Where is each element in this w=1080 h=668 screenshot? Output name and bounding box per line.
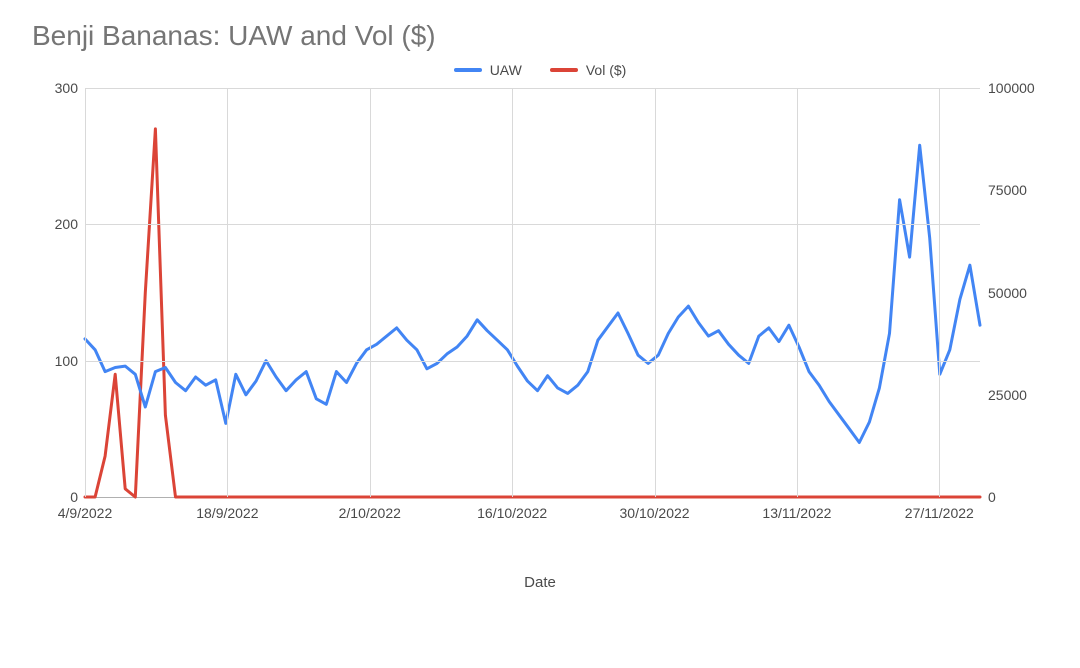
y-left-tick-label: 200 (30, 216, 78, 232)
y-left-tick-label: 0 (30, 489, 78, 505)
gridline-h (85, 361, 980, 362)
legend-item-uaw: UAW (454, 62, 522, 78)
gridline-v (227, 88, 228, 497)
series-line-vol- (85, 129, 980, 497)
gridline-h (85, 224, 980, 225)
gridline-v (512, 88, 513, 497)
x-tick-label: 30/10/2022 (619, 505, 689, 521)
x-tick-label: 16/10/2022 (477, 505, 547, 521)
y-right-tick-label: 75000 (988, 182, 1050, 198)
chart-container: Benji Bananas: UAW and Vol ($) UAW Vol (… (0, 0, 1080, 668)
legend-swatch-vol (550, 68, 578, 72)
gridline-v (370, 88, 371, 497)
y-left-tick-label: 100 (30, 353, 78, 369)
y-right-tick-label: 50000 (988, 285, 1050, 301)
y-left-tick-label: 300 (30, 80, 78, 96)
y-right-tick-label: 100000 (988, 80, 1050, 96)
plot-wrap: 010020030002500050000750001000004/9/2022… (30, 88, 1050, 528)
plot-area (85, 88, 980, 498)
series-svg (85, 88, 980, 497)
gridline-h (85, 88, 980, 89)
chart-title: Benji Bananas: UAW and Vol ($) (32, 20, 1050, 52)
x-tick-label: 2/10/2022 (339, 505, 401, 521)
legend-swatch-uaw (454, 68, 482, 72)
legend-item-vol: Vol ($) (550, 62, 626, 78)
x-tick-label: 27/11/2022 (905, 505, 974, 521)
legend-label-vol: Vol ($) (586, 62, 626, 78)
x-axis-title: Date (30, 574, 1050, 591)
series-line-uaw (85, 145, 980, 442)
x-tick-label: 4/9/2022 (58, 505, 113, 521)
legend: UAW Vol ($) (30, 62, 1050, 78)
gridline-v (655, 88, 656, 497)
x-tick-label: 18/9/2022 (196, 505, 258, 521)
legend-label-uaw: UAW (490, 62, 522, 78)
x-tick-label: 13/11/2022 (762, 505, 831, 521)
y-right-tick-label: 0 (988, 489, 1050, 505)
y-right-tick-label: 25000 (988, 387, 1050, 403)
gridline-v (939, 88, 940, 497)
gridline-v (797, 88, 798, 497)
gridline-v (85, 88, 86, 497)
